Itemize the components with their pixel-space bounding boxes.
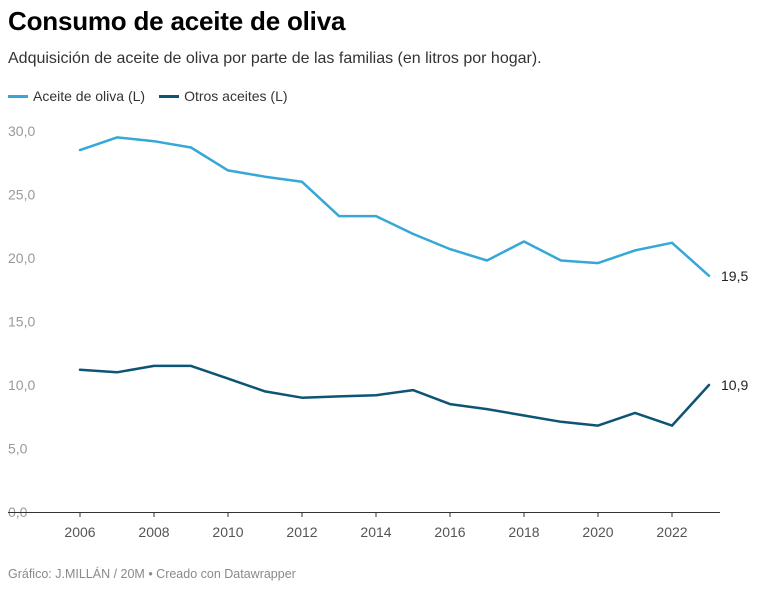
legend: Aceite de oliva (L) Otros aceites (L): [8, 88, 288, 104]
chart-subtitle: Adquisición de aceite de oliva por parte…: [8, 50, 542, 67]
x-tick-label: 2018: [508, 524, 539, 540]
x-tick-label: 2014: [360, 524, 391, 540]
legend-swatch-olive-oil: [8, 94, 28, 98]
y-tick-label: 15,0: [8, 314, 35, 330]
y-tick-label: 10,0: [8, 377, 35, 393]
x-tick-label: 2012: [286, 524, 317, 540]
x-tick-label: 2008: [138, 524, 169, 540]
legend-label-olive-oil: Aceite de oliva (L): [33, 88, 146, 104]
series-line-other-oils: [78, 364, 711, 427]
y-tick-label: 20,0: [8, 250, 35, 266]
legend-item-other-oils: Otros aceites (L): [159, 88, 288, 104]
legend-item-olive-oil: Aceite de oliva (L): [8, 88, 145, 104]
x-tick-label: 2016: [434, 524, 465, 540]
x-tick-label: 2022: [656, 524, 687, 540]
series-end-label: 19,5: [721, 268, 748, 284]
source-credit: Gráfico: J.MILLÁN / 20M • Creado con Dat…: [8, 567, 296, 581]
legend-swatch-other-oils: [159, 94, 180, 98]
chart-title: Consumo de aceite de oliva: [8, 6, 346, 36]
x-tick-label: 2020: [582, 524, 613, 540]
y-tick-label: 5,0: [8, 441, 28, 457]
x-tick-label: 2010: [212, 524, 243, 540]
legend-label-other-oils: Otros aceites (L): [184, 88, 288, 104]
series-end-label: 10,9: [721, 377, 748, 393]
series-line-olive-oil: [78, 136, 711, 278]
x-tick-label: 2006: [64, 524, 95, 540]
y-tick-label: 30,0: [8, 123, 35, 139]
y-tick-label: 25,0: [8, 187, 35, 203]
